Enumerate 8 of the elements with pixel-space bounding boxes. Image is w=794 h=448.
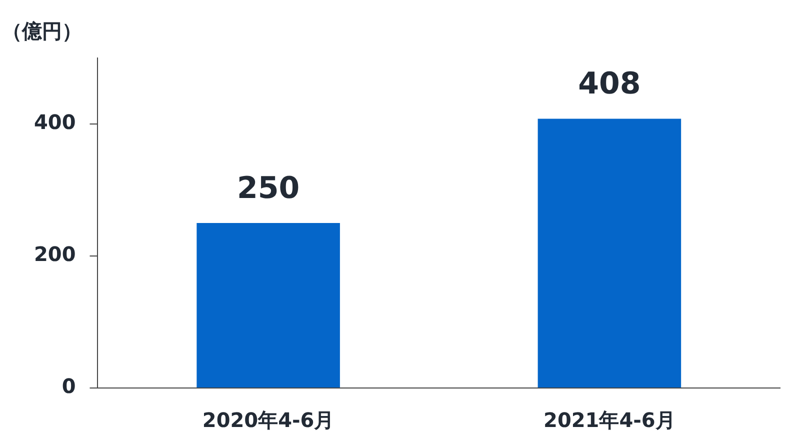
x-tick-label: 2021年4-6月 bbox=[544, 408, 676, 432]
data-label: 408 bbox=[578, 66, 641, 102]
y-tick-label: 200 bbox=[34, 242, 76, 266]
y-tick-label: 0 bbox=[62, 374, 76, 398]
y-tick-label: 400 bbox=[34, 110, 76, 134]
x-tick-label: 2020年4-6月 bbox=[202, 408, 334, 432]
data-label: 250 bbox=[237, 170, 300, 206]
y-axis-title: （億円） bbox=[2, 18, 82, 45]
